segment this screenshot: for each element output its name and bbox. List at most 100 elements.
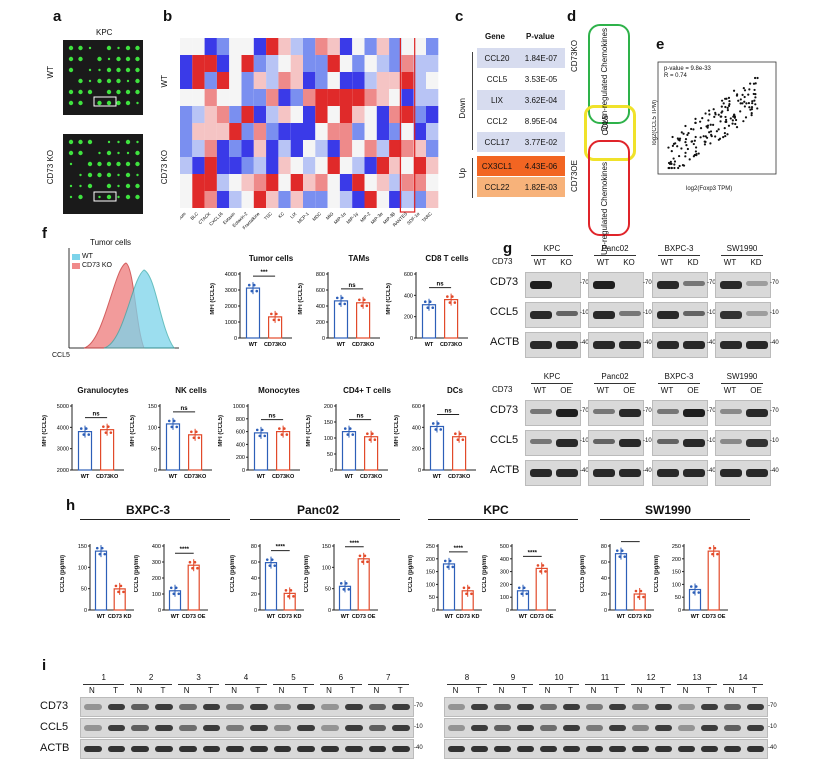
f-barchart: TAMs MFI (CCL5) 0 200 400 600 800 WT CD73KO ns <box>298 268 400 378</box>
heatmap-cell <box>192 38 204 55</box>
scatter-point <box>680 147 682 149</box>
scatter-point <box>691 141 693 143</box>
array-spot <box>69 68 73 72</box>
i-row-label: CCL5 <box>40 721 68 733</box>
heatmap-cell <box>229 106 241 123</box>
chart-point <box>270 313 273 316</box>
chart-bar <box>616 554 627 610</box>
i-band <box>108 725 126 731</box>
heatmap-cell <box>315 157 327 174</box>
i-band <box>448 704 465 710</box>
f-barchart: Tumor cells MFI (CCL5) 0 1000 2000 3000 4000 WT… <box>210 268 312 378</box>
chart-point <box>343 303 346 306</box>
scatter-point <box>727 107 729 109</box>
i-band <box>655 704 672 710</box>
heatmap-cell <box>291 174 303 191</box>
chart-tick-label: 0 <box>154 468 157 474</box>
heatmap-cell <box>278 123 290 140</box>
i-sample-line <box>225 684 266 685</box>
chart-tick-label: 50 <box>327 452 333 458</box>
legend-swatch-wt <box>72 254 80 260</box>
chart-point <box>363 299 366 302</box>
panel-a-title: KPC <box>96 28 112 37</box>
heatmap-cell <box>180 38 192 55</box>
heatmap-cell <box>426 191 438 208</box>
chart-point <box>520 593 523 596</box>
h-group-line <box>428 519 578 520</box>
i-band <box>131 725 149 731</box>
scatter-point <box>704 112 706 114</box>
chart-tick-label: 200 <box>412 447 421 453</box>
chart-point <box>697 591 700 594</box>
chart-point <box>716 553 719 556</box>
chart-point <box>544 570 547 573</box>
heatmap-cell <box>315 191 327 208</box>
array-spot <box>97 57 101 61</box>
i-lane-label: T <box>388 686 412 695</box>
chart-tick-label: 80 <box>601 544 607 550</box>
i-lane-label: N <box>628 686 651 695</box>
blot-membrane <box>525 430 581 456</box>
heatmap-cell <box>340 89 352 106</box>
chart-point <box>173 420 176 423</box>
chart-tick-label: 400 <box>404 293 413 299</box>
i-sample-number: 10 <box>536 673 582 682</box>
chart-tick-label: 150 <box>322 544 331 550</box>
i-sample-line <box>539 684 579 685</box>
blot-band <box>720 469 742 477</box>
chart-category: CD73 KD <box>456 614 480 620</box>
chart-svg: 0100200300400WT CD73 OE**** <box>142 540 232 634</box>
heatmap-cell <box>426 89 438 106</box>
i-sample-line <box>320 684 361 685</box>
chart-point <box>256 429 259 432</box>
i-membrane <box>80 718 414 738</box>
scatter-point <box>756 107 758 109</box>
blot-band <box>556 439 578 447</box>
i-sample-number: 6 <box>317 673 364 682</box>
heatmap-cell <box>266 140 278 157</box>
chart-point <box>434 428 437 431</box>
heatmap-cell <box>340 157 352 174</box>
heatmap-cell <box>180 106 192 123</box>
blot-band <box>619 311 641 316</box>
i-band <box>84 746 102 752</box>
chart-point <box>250 290 253 293</box>
heatmap-cell <box>254 140 266 157</box>
table-row: CCL5 3.53E-05 <box>477 69 565 89</box>
scatter-point <box>677 137 679 139</box>
chart-point <box>369 438 372 441</box>
scatter-point <box>695 122 697 124</box>
i-band <box>345 704 363 710</box>
chart-category: CD73 OE <box>182 614 206 620</box>
blot-band <box>657 341 679 349</box>
scatter-point <box>672 145 674 147</box>
chart-point <box>175 587 178 590</box>
chart-point <box>175 426 178 429</box>
chart-point <box>190 431 193 434</box>
heatmap-cell <box>303 89 315 106</box>
blot-lane-label: OE <box>682 386 704 395</box>
scatter-point <box>682 133 684 135</box>
heatmap-col-label: MIP-1γ <box>345 211 359 225</box>
heatmap-cell <box>242 174 254 191</box>
blot-band <box>593 311 615 319</box>
chart-point <box>454 301 457 304</box>
scatter-point <box>693 155 695 157</box>
heatmap-cell <box>401 38 413 55</box>
i-band <box>179 746 197 752</box>
i-lane-label: N <box>175 686 199 695</box>
heatmap-cell <box>352 174 364 191</box>
chart-point <box>191 567 194 570</box>
i-sample-number: 3 <box>175 673 222 682</box>
i-lane-label: N <box>444 686 467 695</box>
scatter-point <box>667 146 669 148</box>
chart-ylabel: CCL5 (pg/ml) <box>654 555 660 592</box>
chart-point <box>640 590 643 593</box>
scatter-point <box>743 87 745 89</box>
i-band <box>448 746 465 752</box>
heatmap-cell <box>266 191 278 208</box>
scatter-point <box>684 141 686 143</box>
chart-tick-label: 0 <box>506 608 509 614</box>
i-band <box>609 725 626 731</box>
heatmap-cell <box>205 72 217 89</box>
